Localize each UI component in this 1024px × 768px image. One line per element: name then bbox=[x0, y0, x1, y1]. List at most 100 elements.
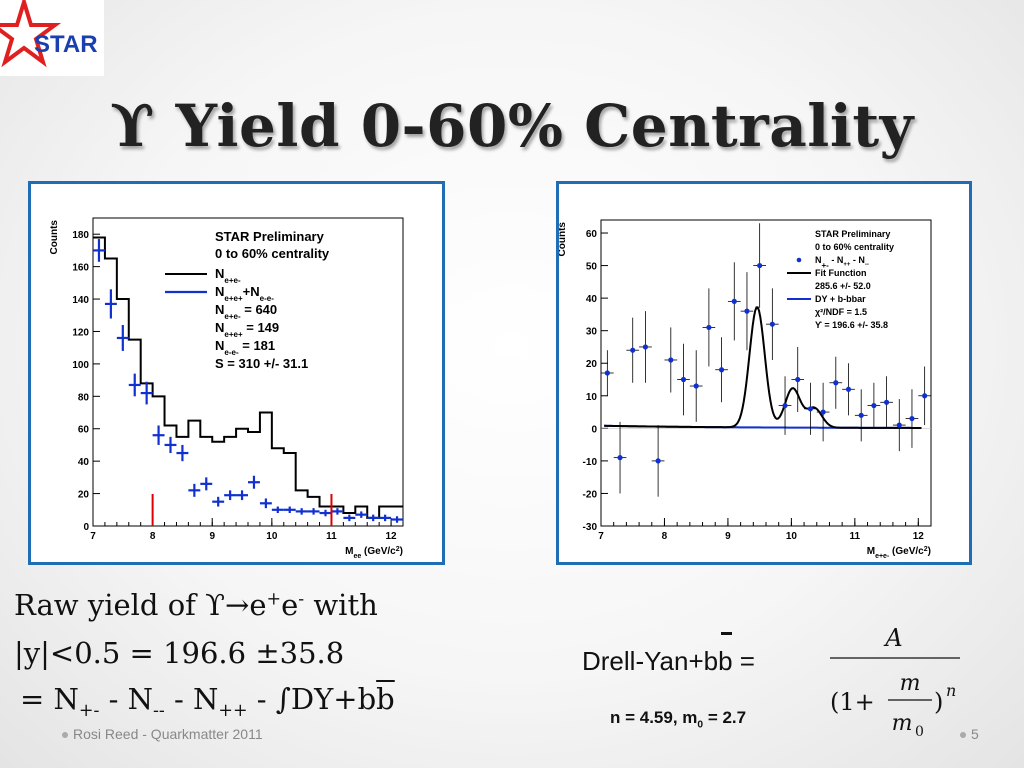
rapidity-yield-line: |y|<0.5 = 196.6 ±35.8 bbox=[14, 636, 345, 670]
denominator-open: (1+ bbox=[830, 688, 875, 716]
legend-entry: 285.6 +/- 52.0 bbox=[815, 281, 871, 291]
data-point bbox=[820, 409, 826, 415]
params-prefix: n = 4.59, m bbox=[610, 708, 698, 727]
legend-entry: N+- - N++ - N-- bbox=[815, 255, 869, 270]
legend-entry-like: Ne+e++Ne-e- bbox=[215, 284, 274, 303]
y-tick-label: 0 bbox=[83, 522, 89, 533]
left-chart: 0 20 40 60 80 100 120 140 160 180 7 8 9 10 11 12 Counts M… bbox=[49, 217, 404, 560]
data-point bbox=[604, 370, 610, 376]
y-tick-label: 100 bbox=[72, 360, 89, 371]
data-point bbox=[655, 458, 661, 464]
fraction-numerator: A bbox=[883, 624, 902, 652]
legend-entry: ϒ = 196.6 +/- 35.8 bbox=[815, 320, 888, 330]
yield-term-b: - N bbox=[99, 682, 153, 716]
x-tick-label: 8 bbox=[150, 531, 156, 542]
star-logo-graphic: STAR bbox=[0, 0, 98, 68]
y-tick-label: 40 bbox=[586, 294, 598, 305]
x-tick-label: 9 bbox=[725, 531, 731, 542]
fit-parameters: n = 4.59, m0 = 2.7 bbox=[610, 708, 746, 730]
legend-count-line: Ne-e- = 181 bbox=[215, 338, 275, 357]
x-tick-label: 12 bbox=[913, 531, 925, 542]
legend-count-line: Ne+e+ = 149 bbox=[215, 320, 279, 339]
legend-entry: DY + b-bbar bbox=[815, 294, 866, 304]
denominator-m: m bbox=[900, 671, 921, 696]
x-tick-label: 12 bbox=[386, 531, 398, 542]
params-suffix: = 2.7 bbox=[703, 708, 747, 727]
drell-yan-label: Drell-Yan+bb = bbox=[582, 646, 755, 677]
legend-entry: Fit Function bbox=[815, 268, 867, 278]
denominator-close: ) bbox=[934, 688, 943, 716]
yield-sub2: -- bbox=[152, 700, 165, 721]
raw-yield-sup1: + bbox=[266, 589, 282, 610]
denominator-m0-sub: 0 bbox=[915, 724, 924, 740]
legend-header: STAR Preliminary bbox=[215, 229, 325, 244]
data-point bbox=[858, 412, 864, 418]
y-tick-label: -20 bbox=[583, 489, 598, 500]
yield-sub3: ++ bbox=[218, 700, 248, 721]
data-point bbox=[909, 415, 915, 422]
data-point bbox=[757, 262, 763, 269]
dy-label-prefix: Drell-Yan+b bbox=[582, 646, 719, 676]
data-point bbox=[896, 422, 902, 428]
data-point bbox=[883, 399, 890, 405]
dy-label-bbar: b bbox=[718, 646, 733, 676]
page-number-text: 5 bbox=[971, 726, 979, 742]
yield-term-bbar: b bbox=[376, 682, 395, 716]
data-point bbox=[744, 308, 750, 314]
data-point bbox=[718, 367, 725, 373]
unlike-sign-histogram bbox=[93, 236, 403, 519]
denominator-m0: m bbox=[892, 711, 913, 736]
yield-term-c: - N bbox=[164, 682, 219, 716]
legend-count-line: S = 310 +/- 31.1 bbox=[215, 356, 308, 371]
y-axis-label: Counts bbox=[559, 222, 568, 257]
right-chart: -30 -20 -10 0 10 20 30 40 50 60 7 8 9 10 11 12 Counts Me+… bbox=[559, 219, 932, 560]
x-tick-label: 8 bbox=[662, 531, 668, 542]
y-tick-label: 30 bbox=[586, 327, 598, 338]
data-point bbox=[922, 393, 928, 399]
dy-label-suffix: = bbox=[732, 646, 755, 676]
y-tick-label: 160 bbox=[72, 263, 89, 274]
x-tick-label: 10 bbox=[786, 531, 798, 542]
data-point bbox=[769, 321, 775, 327]
legend-count-line: Ne+e- = 640 bbox=[215, 302, 277, 321]
legend-entry-unlike: Ne+e- bbox=[215, 266, 241, 285]
y-tick-label: 140 bbox=[72, 295, 89, 306]
y-axis-label: Counts bbox=[49, 220, 60, 255]
bullet-icon bbox=[62, 732, 68, 739]
fit-function-curve bbox=[604, 306, 922, 429]
y-tick-label: 20 bbox=[586, 359, 598, 370]
y-tick-label: -30 bbox=[583, 522, 598, 533]
yield-sub1: +- bbox=[78, 700, 100, 721]
data-point bbox=[642, 344, 649, 350]
footer-text: Rosi Reed - Quarkmatter 2011 bbox=[73, 726, 263, 742]
legend-dot-marker bbox=[796, 257, 802, 263]
raw-yield-suffix: with bbox=[304, 588, 378, 622]
data-point bbox=[833, 380, 839, 386]
y-tick-label: 80 bbox=[78, 392, 90, 403]
raw-yield-prefix: Raw yield of ϒ→e bbox=[14, 588, 267, 622]
y-tick-label: 60 bbox=[586, 229, 598, 240]
data-point bbox=[706, 324, 712, 331]
page-number: 5 bbox=[960, 726, 979, 742]
y-tick-label: 40 bbox=[78, 457, 90, 468]
legend-subheader: 0 to 60% centrality bbox=[815, 242, 894, 252]
y-tick-label: 0 bbox=[591, 424, 597, 435]
y-tick-label: 180 bbox=[72, 230, 89, 241]
right-chart-panel: -30 -20 -10 0 10 20 30 40 50 60 7 8 9 10 11 12 Counts Me+… bbox=[556, 181, 972, 565]
data-point bbox=[845, 386, 852, 392]
data-point bbox=[871, 402, 877, 409]
yield-formula-line: = N+- - N-- - N++ - ∫DY+bb bbox=[20, 682, 395, 721]
raw-yield-sup2: - bbox=[298, 589, 305, 610]
footer: Rosi Reed - Quarkmatter 2011 bbox=[62, 726, 263, 742]
data-point bbox=[630, 347, 636, 353]
x-tick-label: 11 bbox=[326, 531, 337, 542]
data-point bbox=[795, 376, 801, 383]
data-point bbox=[807, 406, 814, 412]
y-tick-label: -10 bbox=[583, 457, 598, 468]
x-tick-label: 10 bbox=[266, 531, 278, 542]
legend-subheader: 0 to 60% centrality bbox=[215, 246, 330, 261]
x-tick-label: 7 bbox=[90, 531, 96, 542]
y-tick-label: 60 bbox=[78, 425, 90, 436]
y-tick-label: 120 bbox=[72, 327, 89, 338]
plot-frame bbox=[92, 217, 404, 527]
